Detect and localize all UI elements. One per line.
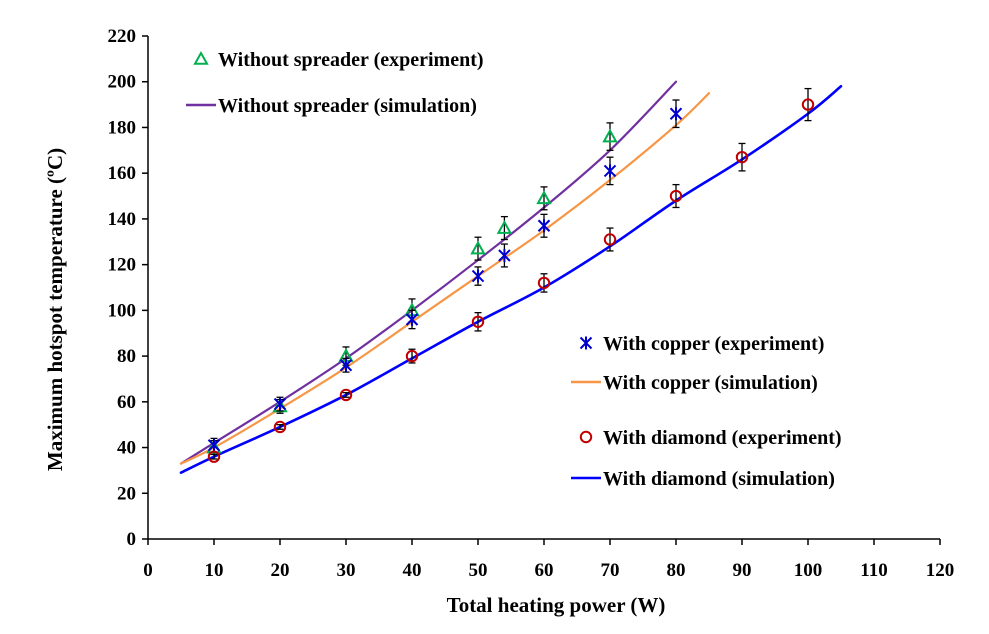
error-bar (606, 227, 614, 252)
error-bar (210, 453, 218, 460)
legend-label: With diamond (experiment) (603, 427, 842, 449)
legend-label: With copper (simulation) (603, 372, 818, 394)
series-line (179, 92, 711, 465)
x-tick-label: 90 (733, 560, 752, 581)
error-bar (276, 424, 284, 430)
data-point (537, 276, 551, 290)
data-point (207, 438, 221, 452)
series-markers-0 (206, 122, 618, 456)
legend-entry: With diamond (experiment) (579, 427, 842, 449)
x-tick-label: 40 (403, 560, 422, 581)
y-tick-label: 20 (117, 483, 136, 504)
legend-marker-swatch (579, 430, 593, 444)
legend-label: Without spreader (experiment) (218, 49, 484, 71)
data-point (405, 313, 419, 327)
y-tick-label: 120 (108, 255, 137, 276)
error-bar (606, 122, 614, 151)
legend-entry: With diamond (simulation) (571, 468, 835, 490)
x-tick-label: 50 (469, 560, 488, 581)
x-tick-label: 100 (794, 560, 823, 581)
x-tick-label: 80 (667, 560, 686, 581)
data-point (207, 450, 221, 463)
x-tick-label: 110 (860, 560, 887, 581)
error-bar (342, 392, 350, 398)
data-point (536, 190, 552, 205)
data-point (537, 219, 551, 233)
y-tick-label: 180 (108, 117, 137, 138)
y-tick-label: 60 (117, 392, 136, 413)
legend-label: With diamond (simulation) (603, 468, 835, 490)
series-markers-2 (207, 99, 683, 453)
data-point (603, 233, 617, 246)
series-line (179, 80, 678, 465)
data-series (179, 80, 843, 474)
x-tick-label: 60 (535, 560, 554, 581)
error-bar (738, 142, 746, 172)
data-point (471, 269, 485, 283)
y-tick-label: 80 (117, 346, 136, 367)
legend-entry: With copper (simulation) (571, 372, 818, 394)
data-point (735, 150, 749, 164)
data-point (471, 315, 485, 328)
x-axis-label: Total heating power (W) (447, 593, 666, 617)
data-point (603, 164, 617, 178)
legend-entry: With copper (experiment) (579, 333, 824, 355)
data-point (602, 128, 618, 143)
y-tick-label: 220 (108, 26, 137, 47)
error-bar (672, 183, 680, 209)
data-point (498, 248, 511, 262)
series-markers-4 (207, 87, 815, 463)
x-tick-label: 10 (205, 560, 224, 581)
legend-marker-swatch (193, 50, 209, 65)
legend-label: With copper (experiment) (603, 333, 824, 355)
data-point (339, 358, 353, 372)
data-point (669, 189, 683, 203)
data-point (273, 420, 287, 434)
x-tick-label: 120 (926, 560, 955, 581)
y-tick-label: 160 (108, 163, 137, 184)
series-5 (179, 85, 843, 474)
series-line (179, 85, 843, 474)
x-tick-label: 20 (271, 560, 290, 581)
legend-entry: Without spreader (experiment) (193, 49, 484, 71)
data-point (405, 349, 419, 363)
data-point (496, 219, 513, 234)
data-point (801, 98, 815, 111)
x-tick-label: 70 (601, 560, 620, 581)
data-point (339, 388, 353, 402)
y-tick-label: 100 (108, 300, 137, 321)
axes: 0 20 40 60 80 100 120 140 160 180 200 220 0 10 20 30 40 5… (108, 26, 955, 581)
y-tick-label: 140 (108, 209, 137, 230)
legend-entry: Without spreader (simulation) (186, 95, 477, 117)
y-tick-label: 200 (108, 72, 137, 93)
error-bar (804, 87, 812, 122)
legend: Without spreader (experiment) Without spr… (186, 49, 842, 490)
y-axis-label: Maximum hotspot temperature (ºC) (43, 148, 67, 471)
data-point (669, 107, 683, 121)
data-point (273, 397, 287, 411)
y-tick-label: 0 (127, 529, 137, 550)
legend-label: Without spreader (simulation) (218, 95, 477, 117)
x-tick-label: 30 (337, 560, 356, 581)
data-point (470, 240, 486, 255)
x-tick-label: 0 (143, 560, 153, 581)
y-tick-label: 40 (117, 438, 136, 459)
series-3 (179, 92, 711, 465)
legend-marker-swatch (579, 336, 593, 350)
series-1 (179, 80, 678, 465)
